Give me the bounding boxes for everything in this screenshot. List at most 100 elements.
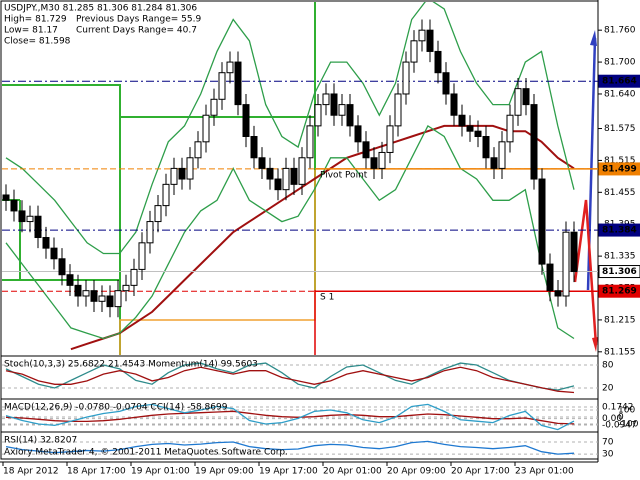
panel-title: Stoch(10,3,3) 25.6822 21.4543 Momentum(1… — [4, 360, 258, 370]
candle-body — [562, 231, 570, 297]
candle-body — [90, 290, 98, 302]
panel-tick-label: 0.1742 — [602, 403, 634, 413]
level-value: 81.384 — [602, 226, 637, 236]
pivot-step — [119, 170, 316, 355]
candle-body — [194, 141, 202, 159]
level-value: 81.306 — [602, 267, 637, 277]
candle-body — [290, 167, 298, 185]
info: High= 81.729 — [4, 15, 67, 25]
y-tick-label: 81.700 — [604, 58, 636, 68]
indicator-line — [5, 366, 575, 394]
level-box — [598, 74, 640, 88]
y-tick-label: 81.575 — [604, 124, 636, 134]
candle-body — [498, 141, 506, 169]
info: Previous Days Range= 55.9 — [76, 15, 201, 25]
candle-body — [130, 268, 138, 286]
panel-tick-label: 100 — [618, 406, 635, 416]
candle-body — [218, 72, 226, 100]
info: Low= 81.17 — [4, 26, 58, 36]
candle-body — [554, 290, 562, 297]
candle-body — [234, 61, 242, 106]
candle-body — [466, 125, 474, 132]
level-value: 81.269 — [602, 287, 637, 297]
candle-body — [50, 247, 58, 260]
candle-body — [330, 93, 338, 116]
indicator-line — [5, 410, 575, 425]
panel-tick-label: 80 — [602, 361, 614, 371]
candle-body — [98, 295, 106, 302]
candle-body — [514, 88, 522, 116]
candle-body — [266, 167, 274, 180]
candle-body — [522, 88, 530, 106]
candle-body — [314, 104, 322, 127]
level-box — [598, 284, 640, 298]
candle-body — [170, 167, 178, 185]
candle-body — [122, 284, 130, 292]
candle-body — [322, 93, 330, 106]
candle-body — [26, 215, 34, 223]
candle-body — [226, 61, 234, 74]
candle-body — [402, 61, 410, 95]
y-tick-label: 81.515 — [604, 156, 636, 166]
candle-body — [258, 157, 266, 169]
level-box — [598, 162, 640, 176]
indicator-line — [5, 440, 575, 455]
x-tick-label: 18 Apr 2012 — [3, 467, 59, 477]
candle-body — [34, 215, 42, 239]
candle-body — [138, 242, 146, 270]
candle-body — [10, 199, 18, 212]
candle-body — [82, 290, 90, 297]
candle-body — [2, 194, 10, 201]
candle-body — [338, 104, 346, 116]
level-label: Pivot Point — [320, 170, 368, 180]
candle-body — [458, 114, 466, 127]
candle-body — [482, 136, 490, 159]
panel-tick-label: -0.0947 — [602, 421, 637, 431]
panel-title: RSI(14) 32.8207 — [4, 436, 77, 446]
indicator-line — [5, 124, 575, 340]
candle-body — [298, 157, 306, 185]
down-arrow-head — [592, 337, 598, 352]
x-tick-label: 19 Apr 17:00 — [259, 467, 318, 477]
y-tick-label: 81.335 — [604, 252, 636, 262]
candle-body — [154, 205, 162, 223]
level-box — [598, 223, 640, 237]
candle-body — [442, 72, 450, 95]
candle-body — [530, 104, 538, 180]
candle-body — [282, 167, 290, 191]
candle-body — [202, 114, 210, 143]
candle-body — [570, 231, 578, 273]
copyright: Axiory MetaTrader 4, © 2001-2011 MetaQuo… — [4, 448, 288, 458]
candle-body — [178, 167, 186, 180]
y-tick-label: 81.155 — [604, 347, 636, 357]
y-tick-label: 81.215 — [604, 315, 636, 325]
candle-body — [210, 98, 218, 116]
up-arrow-head — [590, 30, 597, 46]
x-tick-label: 18 Apr 17:00 — [67, 467, 126, 477]
candle-body — [370, 157, 378, 169]
x-tick-label: 20 Apr 17:00 — [451, 467, 510, 477]
candle-body — [66, 274, 74, 286]
candle-body — [490, 157, 498, 169]
candle-body — [162, 183, 170, 207]
info: Close= 81.598 — [4, 37, 71, 47]
candle-body — [18, 210, 26, 223]
info: Current Days Range= 40.7 — [76, 26, 197, 36]
candle-body — [242, 104, 250, 138]
indicator-line — [5, 403, 575, 431]
y-tick-label: 81.640 — [604, 89, 636, 99]
y-tick-label: 81.760 — [604, 26, 636, 36]
candle-body — [186, 157, 194, 180]
candle-body — [362, 141, 370, 159]
candle-body — [114, 290, 122, 308]
down-arrow — [573, 199, 598, 346]
candle-body — [74, 284, 82, 297]
level-value: 81.499 — [602, 164, 637, 174]
panel-tick-label: 20 — [602, 384, 614, 394]
x-tick-label: 20 Apr 01:00 — [323, 467, 382, 477]
candle-body — [346, 104, 354, 127]
level-label: S 1 — [320, 293, 334, 303]
panel-tick-label: 0 — [618, 413, 624, 423]
panel-frame — [0, 431, 599, 460]
candle-body — [538, 178, 546, 265]
